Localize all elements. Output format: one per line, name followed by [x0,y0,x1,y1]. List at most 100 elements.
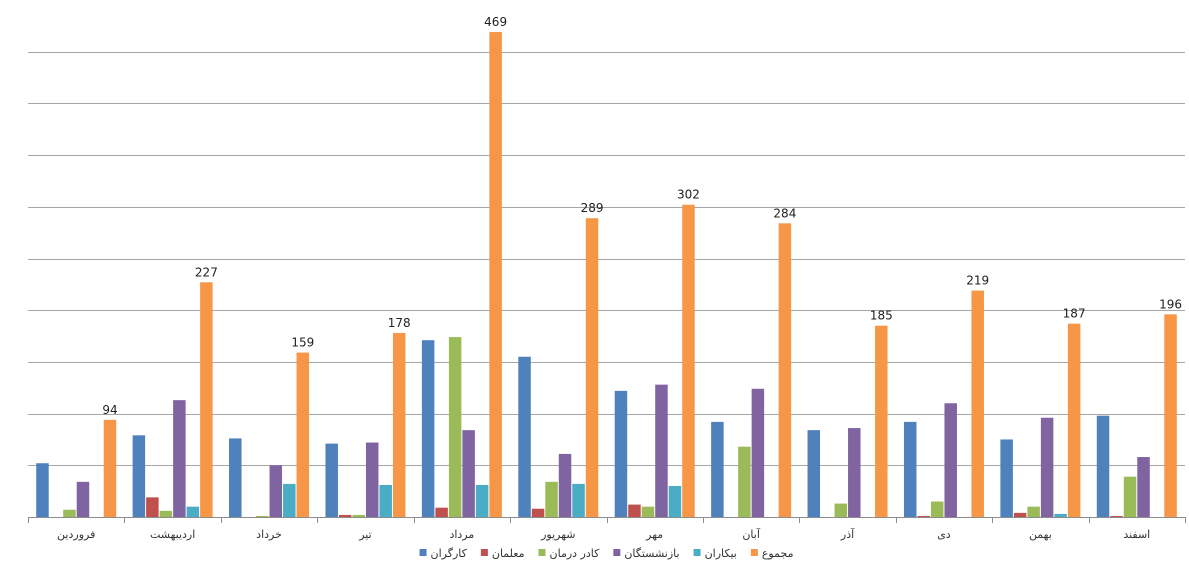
bar [628,504,641,517]
bar [738,446,751,517]
bar [352,514,365,517]
gridlines [28,52,1185,466]
legend-label: کارگران [431,547,468,560]
legend-label: کادر درمان [550,547,601,560]
bar [256,515,269,517]
bar [614,390,628,517]
x-tick-label: مرداد [449,528,474,541]
data-label: 289 [581,201,604,215]
bar [325,443,338,517]
x-tick-label: آذر [840,527,855,541]
bar [448,337,462,517]
x-tick-label: فروردین [57,528,95,541]
bar [159,510,173,517]
bar [558,453,572,517]
bar [944,403,957,517]
bar [875,325,888,517]
bar [283,483,296,517]
bar [971,290,984,517]
bar [903,421,917,517]
data-label: 94 [102,403,117,417]
bar [531,508,545,517]
bar [834,503,848,517]
bar [1164,314,1177,517]
data-label: 178 [388,316,411,330]
bar [103,419,117,517]
bar [132,435,146,517]
data-labels: 94 227 159 178 469 289 302 284 185 219 187 196 [102,15,1182,417]
legend: کارگران معلمان کادر درمان بازنشستگان بیکاران… [419,547,794,560]
bar [641,506,655,517]
legend-label: بیکاران [705,547,737,560]
bar [365,442,379,517]
bar [848,428,861,517]
bar [807,430,821,517]
bar [173,400,186,517]
x-tick-label: اسفند [1123,528,1150,541]
x-tick-label: آبان [742,527,760,541]
bar [585,218,599,518]
bar [296,352,310,517]
bar [1040,417,1054,517]
bar [655,384,668,517]
bar [435,507,448,517]
data-label: 196 [1159,297,1182,311]
legend-swatch [538,549,546,556]
x-axis: فروردین اردیبهشت خرداد تیر مرداد شهریور مهر آبا… [28,517,1186,541]
legend-swatch [613,549,621,556]
bar [379,484,392,517]
bar [1123,476,1137,517]
x-tick-label: بهمن [1029,528,1052,541]
bar [146,497,159,517]
data-label: 159 [291,336,314,350]
bar [751,388,765,517]
bar [545,481,558,517]
bar [1137,457,1150,517]
data-label: 302 [677,188,700,202]
bars [36,32,1177,518]
legend-label: معلمان [492,547,525,560]
x-tick-label: دی [937,528,951,541]
bar [682,204,695,518]
data-label: 469 [484,15,507,29]
x-tick-label: اردیبهشت [150,528,195,541]
bar [269,465,283,517]
legend-swatch [419,549,427,556]
bar [475,484,489,517]
bar [572,483,585,517]
bar [392,332,406,517]
bar [1054,513,1067,517]
bar [186,506,200,517]
bar [711,421,724,517]
legend-label: بازنشستگان [624,547,679,560]
data-label: 284 [773,206,796,220]
x-tick-label: خرداد [256,528,282,541]
bar [917,515,930,517]
bar [200,282,213,517]
bar [229,438,242,517]
bar [338,514,352,517]
bar [421,340,435,517]
legend-swatch [480,549,488,556]
x-tick-label: تیر [358,528,371,541]
legend-swatch [693,549,701,556]
legend-swatch [750,549,758,556]
bar [1013,512,1027,517]
data-label: 185 [870,309,893,323]
bar [63,509,76,517]
bar [1096,415,1110,517]
bar [1000,439,1013,517]
bar [778,223,792,517]
bar [668,485,682,517]
bar [518,356,531,517]
data-label: 219 [966,274,989,288]
bar [462,430,475,517]
bar [1067,323,1081,517]
bar [1027,506,1040,517]
bar [1110,515,1123,517]
x-tick-label: شهریور [540,528,575,541]
bar [36,463,49,517]
x-tick-label: مهر [645,528,663,541]
